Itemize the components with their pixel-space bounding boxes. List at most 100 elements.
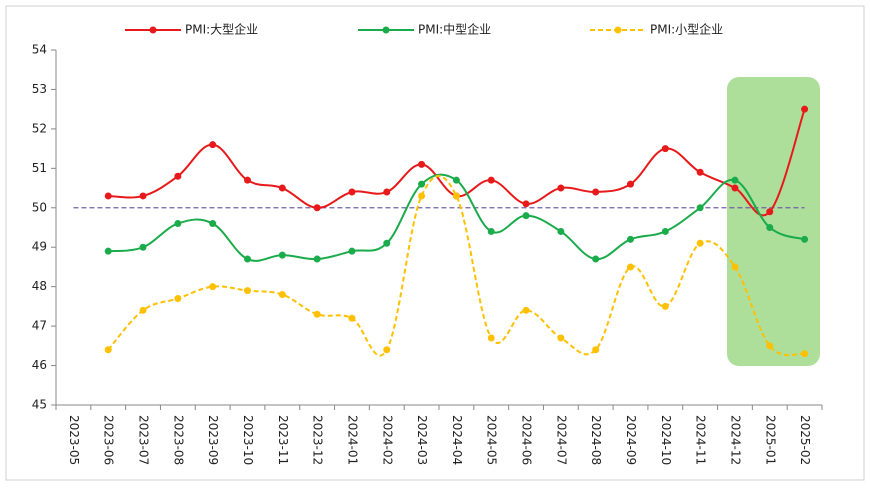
x-tick-label: 2024-02 (380, 415, 394, 465)
x-tick-label: 2025-01 (763, 415, 777, 465)
data-point (348, 247, 356, 255)
x-tick-label: 2024-04 (450, 415, 464, 465)
y-tick-label: 50 (32, 200, 47, 214)
y-tick-label: 47 (32, 319, 47, 333)
data-point (487, 227, 495, 235)
data-point (522, 306, 530, 314)
y-tick-label: 49 (32, 240, 47, 254)
x-tick-label: 2023-10 (241, 415, 255, 465)
data-point (139, 192, 147, 200)
x-tick-label: 2025-02 (798, 415, 812, 465)
data-point (452, 176, 460, 184)
x-tick-label: 2023-07 (137, 415, 151, 465)
legend-label: PMI:中型企业 (418, 22, 491, 37)
data-point (418, 180, 426, 188)
x-tick-label: 2024-08 (589, 415, 603, 465)
legend-label: PMI:大型企业 (185, 22, 258, 37)
data-point (139, 243, 147, 251)
y-tick-label: 51 (32, 161, 47, 175)
data-point (348, 188, 356, 196)
data-point (731, 263, 739, 271)
data-point (104, 346, 112, 354)
x-tick-label: 2024-07 (554, 415, 568, 465)
data-point (766, 224, 774, 231)
data-point (557, 184, 565, 192)
data-point (452, 192, 460, 200)
x-tick-label: 2024-06 (520, 415, 534, 465)
highlight-region (727, 77, 820, 366)
y-tick-label: 52 (32, 121, 47, 135)
data-point (627, 235, 634, 243)
data-point (627, 180, 634, 188)
data-point (627, 263, 634, 271)
data-point (278, 291, 286, 299)
data-point (209, 220, 217, 228)
data-point (418, 160, 426, 168)
data-point (174, 220, 182, 228)
data-point (661, 145, 669, 153)
x-tick-label: 2024-03 (415, 415, 429, 465)
x-tick-label: 2023-06 (102, 415, 116, 465)
x-tick-label: 2024-12 (728, 415, 742, 465)
x-tick-label: 2024-05 (485, 415, 499, 465)
x-tick-label: 2023-12 (311, 415, 325, 465)
data-point (209, 141, 217, 149)
data-point (313, 310, 321, 318)
data-point (174, 172, 182, 180)
y-tick-label: 46 (32, 358, 47, 372)
y-tick-label: 45 (32, 398, 47, 412)
data-point (348, 314, 356, 322)
data-point (731, 176, 739, 184)
legend-marker (614, 26, 622, 34)
data-point (104, 192, 112, 200)
x-tick-label: 2023-11 (276, 415, 290, 465)
x-tick-label: 2023-09 (206, 415, 220, 465)
data-point (592, 188, 600, 196)
data-point (731, 184, 739, 192)
y-tick-label: 53 (32, 82, 47, 96)
data-point (557, 334, 565, 342)
data-point (592, 255, 600, 263)
data-point (174, 295, 182, 302)
data-point (801, 350, 809, 358)
data-point (278, 251, 286, 259)
y-tick-label: 54 (32, 43, 47, 57)
data-point (383, 346, 391, 354)
x-tick-label: 2024-01 (345, 415, 359, 465)
data-point (487, 176, 495, 184)
data-point (278, 184, 286, 192)
data-point (139, 306, 147, 314)
y-tick-label: 48 (32, 279, 47, 293)
data-point (661, 302, 669, 310)
data-point (104, 247, 112, 255)
data-point (592, 346, 600, 354)
series-line (107, 175, 805, 357)
data-point (313, 204, 321, 212)
data-point (244, 287, 251, 295)
data-point (313, 255, 321, 263)
data-point (244, 255, 251, 263)
data-point (696, 239, 704, 247)
data-point (766, 342, 774, 350)
data-point (801, 235, 809, 243)
data-point (383, 188, 391, 196)
data-point (522, 200, 530, 208)
x-tick-label: 2023-08 (171, 415, 185, 465)
x-tick-label: 2024-10 (659, 415, 673, 465)
data-point (418, 192, 426, 200)
data-point (209, 283, 217, 291)
data-point (661, 227, 669, 235)
data-point (696, 168, 704, 176)
x-tick-label: 2024-11 (694, 415, 708, 465)
x-tick-label: 2023-05 (67, 415, 81, 465)
legend-label: PMI:小型企业 (650, 22, 723, 37)
data-point (522, 212, 530, 220)
data-point (801, 105, 809, 113)
data-point (383, 239, 391, 247)
legend-marker (149, 26, 157, 34)
data-point (244, 176, 251, 184)
x-tick-label: 2024-09 (624, 415, 638, 465)
data-point (487, 334, 495, 342)
data-point (557, 227, 565, 235)
